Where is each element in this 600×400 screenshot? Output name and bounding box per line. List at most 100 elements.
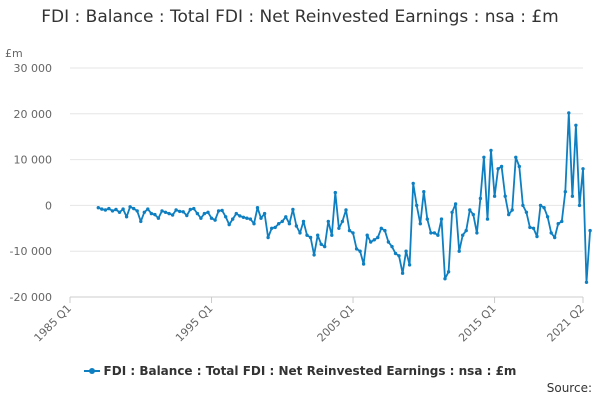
series-line (97, 112, 591, 284)
data-point (361, 262, 366, 266)
data-point (464, 228, 468, 233)
data-point (567, 111, 571, 115)
data-point (266, 235, 270, 240)
data-point (400, 271, 405, 275)
data-point (128, 205, 132, 209)
data-point (277, 222, 281, 226)
y-tick-label: 30 000 (14, 62, 53, 75)
data-point (347, 228, 352, 233)
data-point (273, 225, 277, 230)
data-point (185, 213, 189, 218)
data-point (560, 219, 564, 224)
data-point (298, 231, 302, 235)
data-point (478, 196, 483, 201)
data-point (510, 208, 514, 212)
data-point (209, 216, 214, 220)
y-axis-ticks: 30 000 20 000 10 000 0 -10 000 -20 000 (10, 62, 52, 304)
data-point (340, 219, 345, 224)
x-tick-label: 1985 Q1 (32, 302, 75, 345)
data-point (178, 209, 182, 214)
data-point (259, 216, 263, 220)
data-point (170, 213, 175, 217)
data-point (153, 212, 157, 217)
data-point (507, 212, 511, 217)
data-point (132, 206, 136, 211)
data-point (188, 207, 192, 212)
data-point (124, 215, 129, 219)
data-point (570, 194, 575, 198)
data-point (270, 226, 274, 230)
legend-series-marker (83, 367, 100, 374)
data-point (192, 206, 196, 211)
data-point (238, 214, 242, 218)
data-point (330, 233, 334, 237)
data-point (453, 202, 458, 206)
data-point (482, 155, 486, 159)
data-point (369, 240, 373, 244)
data-point (468, 208, 472, 212)
data-point (110, 209, 115, 213)
data-point (121, 207, 125, 211)
data-point (160, 209, 164, 213)
data-point (545, 215, 550, 219)
x-tick-label: 2005 Q1 (315, 302, 358, 345)
data-point (167, 211, 171, 216)
data-point (312, 253, 316, 257)
data-point (499, 164, 504, 169)
data-point (492, 194, 497, 198)
data-point (103, 208, 108, 212)
data-point (195, 211, 200, 216)
data-point (524, 210, 529, 214)
data-point (443, 277, 447, 281)
source-label: Source: (546, 381, 592, 395)
data-point (354, 247, 359, 251)
data-point (284, 215, 288, 219)
data-point (577, 203, 582, 208)
data-point (489, 148, 493, 153)
data-point (139, 219, 143, 224)
data-point (156, 216, 161, 220)
data-point (333, 190, 337, 195)
data-point (429, 231, 433, 235)
data-point (146, 207, 150, 211)
x-tick-label: 1995 Q1 (173, 302, 216, 345)
data-point (393, 251, 398, 256)
data-point (574, 123, 578, 128)
data-point (199, 216, 203, 220)
data-point (248, 217, 253, 221)
chart-title: FDI : Balance : Total FDI : Net Reinvest… (41, 7, 559, 27)
data-point (549, 231, 553, 235)
data-point (227, 222, 231, 227)
data-point (521, 203, 525, 208)
data-point (538, 203, 543, 208)
y-tick-label: -10 000 (10, 245, 52, 258)
data-point (305, 233, 309, 237)
data-point (432, 231, 437, 235)
data-point (220, 208, 224, 213)
data-point (503, 194, 507, 198)
data-point (107, 206, 111, 211)
data-point (397, 254, 401, 258)
data-point (316, 233, 320, 237)
data-point (255, 206, 260, 210)
data-point (471, 212, 475, 217)
data-point (407, 263, 412, 267)
data-point (100, 207, 104, 211)
data-point (344, 208, 348, 212)
data-point (411, 181, 415, 186)
data-point (485, 217, 490, 221)
data-point (135, 209, 139, 213)
data-point (280, 219, 284, 224)
chart-legend[interactable]: FDI : Balance : Total FDI : Net Reinvest… (0, 364, 600, 378)
y-axis-unit-label: £m (5, 47, 23, 60)
data-point (439, 217, 444, 221)
data-point (404, 249, 408, 253)
data-point (262, 211, 267, 216)
data-point (245, 216, 249, 220)
data-point (202, 211, 207, 216)
data-point (418, 222, 422, 226)
data-point (252, 222, 256, 226)
data-point (542, 206, 546, 210)
legend-series-label: FDI : Balance : Total FDI : Net Reinvest… (103, 364, 517, 378)
